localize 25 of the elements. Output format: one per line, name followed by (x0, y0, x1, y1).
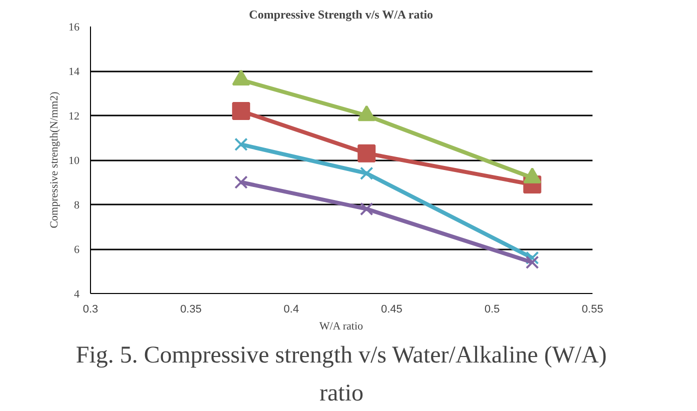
y-tick-label: 4 (74, 288, 80, 300)
x-tick-label: 0.55 (582, 304, 604, 316)
point (526, 256, 539, 270)
x-tick-label: 0.4 (284, 304, 299, 316)
y-tick-label: 10 (68, 155, 80, 167)
x-axis-title: W/A ratio (319, 320, 364, 332)
point (234, 138, 248, 152)
y-tick-label: 12 (68, 110, 80, 122)
y-tick-label: 16 (68, 22, 80, 34)
y-axis-title: Compressive strength(N/mm2) (48, 91, 60, 228)
x-tick-label: 0.3 (82, 304, 98, 316)
caption: Fig. 5. Compressive strength v/s Water/Alkaline (W/A) ratio (76, 342, 607, 406)
y-tick-label: 14 (68, 66, 80, 78)
x-tick-label: 0.35 (180, 304, 202, 316)
point (360, 166, 374, 180)
point (232, 102, 250, 120)
x-tick-label: 0.5 (484, 304, 500, 316)
point (234, 176, 248, 189)
point (360, 202, 374, 216)
y-tick-label: 6 (74, 244, 80, 256)
point (358, 144, 376, 162)
point (526, 251, 539, 265)
chart-title: Compressive Strength v/s W/A ratio (249, 8, 434, 22)
y-tick-label: 8 (74, 200, 80, 212)
x-tick-label: 0.45 (380, 304, 402, 316)
